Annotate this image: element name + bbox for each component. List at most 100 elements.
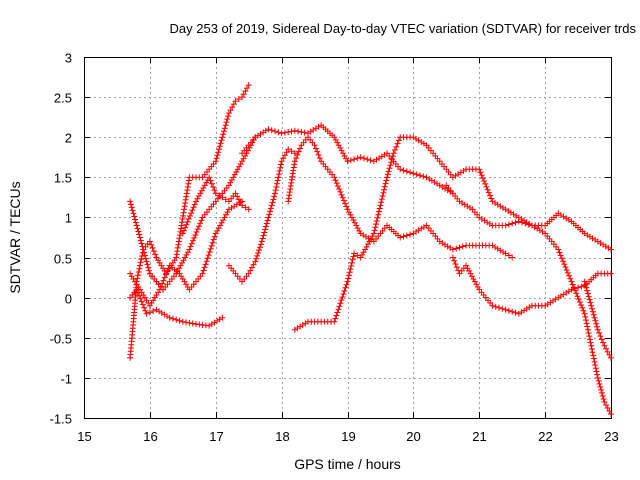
data-point: [186, 246, 193, 253]
data-point: [286, 189, 293, 196]
data-point: [522, 220, 529, 227]
data-point: [253, 255, 260, 262]
data-point: [166, 314, 173, 321]
data-series: [285, 134, 516, 261]
data-series: [443, 182, 614, 417]
data-point: [354, 252, 361, 259]
data-point: [184, 249, 191, 256]
data-point: [315, 151, 322, 158]
data-point: [378, 199, 385, 206]
data-point: [584, 323, 591, 330]
data-point: [449, 254, 456, 261]
data-point: [190, 204, 197, 211]
data-point: [509, 220, 516, 227]
data-point: [347, 266, 354, 273]
data-point: [185, 177, 192, 184]
data-point: [136, 231, 143, 238]
data-point: [360, 155, 367, 162]
data-point: [210, 183, 217, 190]
data-point: [287, 182, 294, 189]
data-point: [235, 96, 242, 103]
data-point: [189, 237, 196, 244]
y-tick-label: -1: [60, 372, 72, 387]
data-point: [363, 243, 370, 250]
data-point: [583, 320, 590, 327]
data-point: [218, 219, 225, 226]
data-point: [263, 220, 270, 227]
data-point: [502, 222, 509, 229]
data-point: [275, 171, 282, 178]
data-point: [395, 137, 402, 144]
data-point: [137, 259, 144, 266]
data-point: [138, 240, 145, 247]
data-point: [389, 153, 396, 160]
data-point: [145, 264, 152, 271]
data-point: [245, 206, 252, 213]
data-point: [275, 129, 282, 136]
data-point: [360, 249, 367, 256]
x-tick-label: 16: [143, 429, 157, 444]
data-point: [152, 251, 159, 258]
data-point: [227, 107, 234, 114]
data-point: [288, 128, 295, 135]
data-point: [566, 272, 573, 279]
data-point: [350, 217, 357, 224]
data-point: [255, 249, 262, 256]
data-point: [474, 283, 481, 290]
data-point: [374, 214, 381, 221]
data-point: [590, 355, 597, 362]
data-series: [127, 82, 252, 361]
data-point: [136, 234, 143, 241]
data-point: [265, 126, 272, 133]
data-point: [597, 383, 604, 390]
data-point: [344, 158, 351, 165]
data-point: [176, 317, 183, 324]
data-point: [604, 404, 611, 411]
data-point: [237, 199, 244, 206]
data-point: [341, 287, 348, 294]
data-point: [197, 190, 204, 197]
data-point: [252, 258, 259, 265]
data-point: [333, 180, 340, 187]
data-point: [335, 306, 342, 313]
data-point: [194, 226, 201, 233]
data-point: [604, 348, 611, 355]
data-point: [509, 308, 516, 315]
data-point: [588, 302, 595, 309]
data-point: [173, 316, 180, 323]
data-point: [183, 193, 190, 200]
data-point: [181, 206, 188, 213]
data-point: [227, 179, 234, 186]
data-point: [387, 162, 394, 169]
data-point: [234, 166, 241, 173]
data-point: [340, 290, 347, 297]
data-point: [598, 389, 605, 396]
y-tick-label: 0: [65, 292, 72, 307]
data-point: [136, 262, 143, 269]
data-point: [601, 342, 608, 349]
data-point: [139, 249, 146, 256]
data-point: [567, 275, 574, 282]
data-point: [478, 172, 485, 179]
data-point: [173, 251, 180, 258]
data-point: [256, 244, 263, 251]
data-point: [477, 169, 484, 176]
data-point: [202, 261, 209, 268]
data-point: [294, 151, 301, 158]
data-point: [186, 319, 193, 326]
data-point: [291, 161, 298, 168]
data-point: [603, 401, 610, 408]
data-point: [479, 175, 486, 182]
data-point: [221, 214, 228, 221]
data-point: [260, 232, 267, 239]
data-point: [351, 219, 358, 226]
data-point: [594, 371, 601, 378]
data-point: [382, 180, 389, 187]
data-point: [132, 219, 139, 226]
data-point: [334, 139, 341, 146]
data-point: [192, 231, 199, 238]
x-tick-label: 18: [275, 429, 289, 444]
data-point: [380, 189, 387, 196]
data-point: [250, 261, 257, 268]
data-point: [133, 222, 140, 229]
